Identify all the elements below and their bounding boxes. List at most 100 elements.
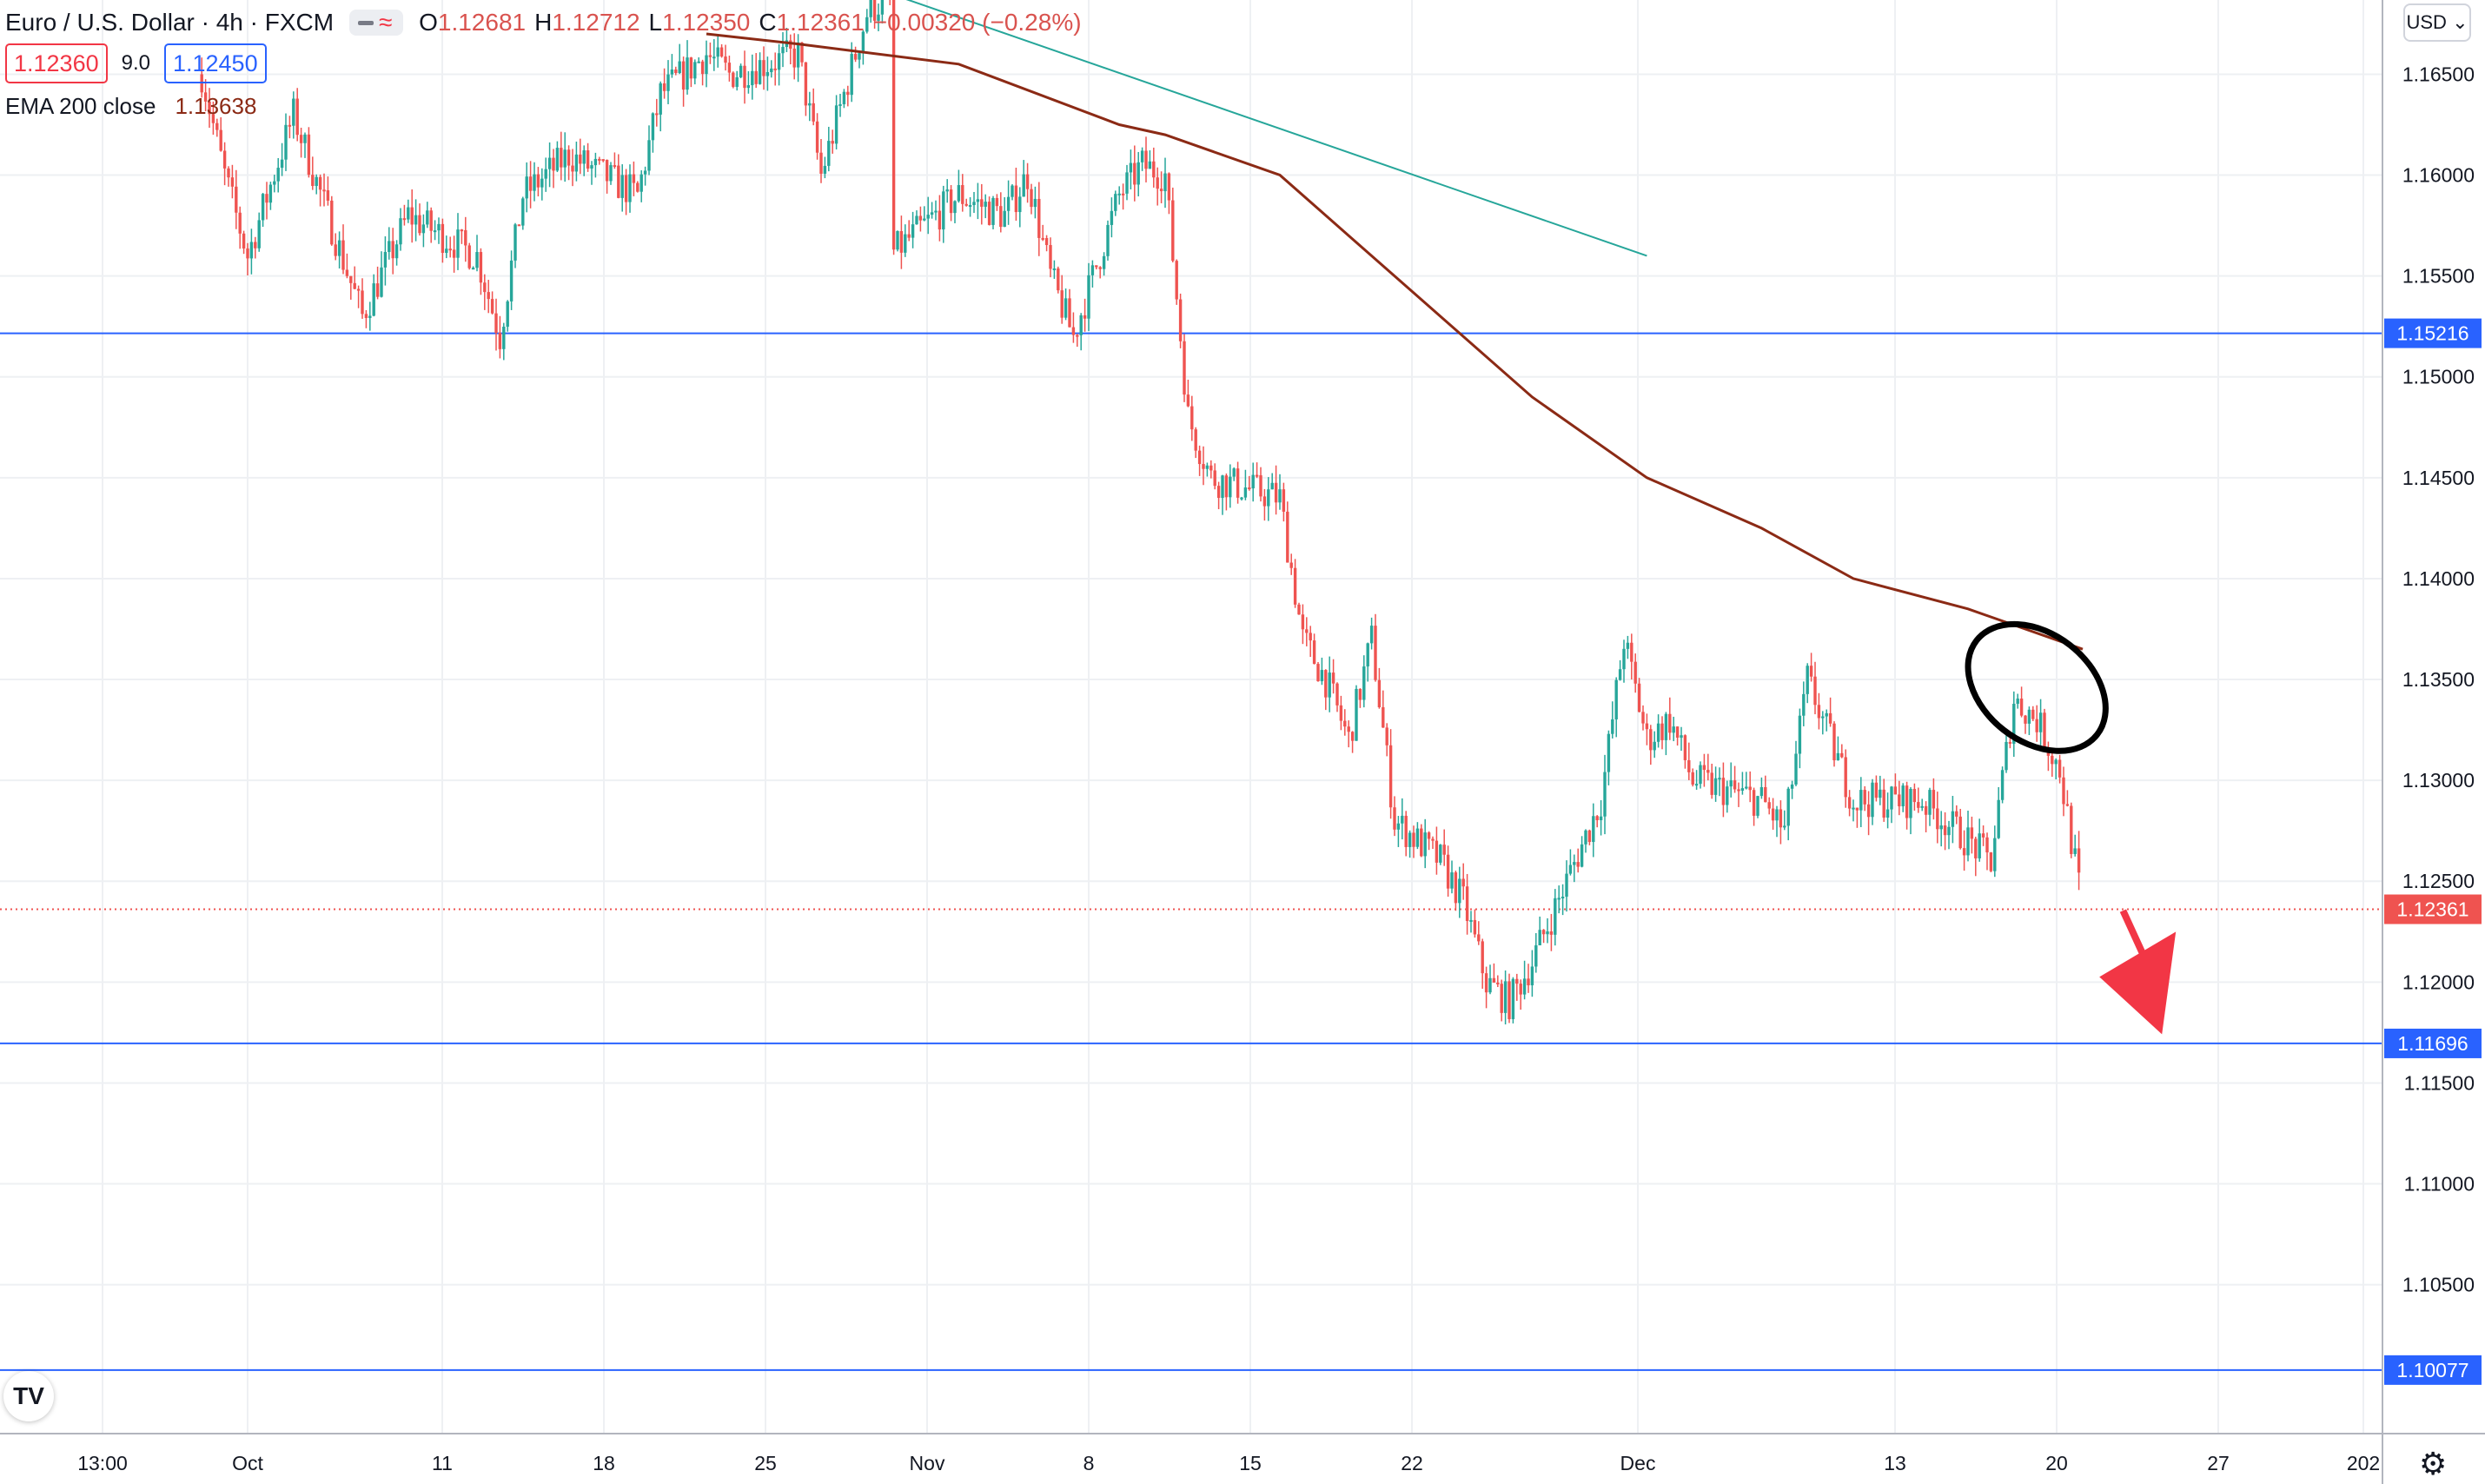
candle-body: [268, 184, 273, 203]
price-label-box: [2384, 1028, 2482, 1058]
candle-body: [2062, 777, 2065, 805]
open-value: 1.12681: [437, 9, 527, 36]
candle-body: [639, 174, 643, 192]
candle-body: [1683, 735, 1687, 760]
annotations[interactable]: [1944, 598, 2177, 1035]
candle-body: [1981, 833, 1985, 838]
candle-body: [1267, 489, 1270, 507]
horizontal-lines[interactable]: [0, 332, 2382, 1371]
candle-body: [659, 83, 662, 115]
candle-body: [1439, 845, 1442, 863]
candle-body: [2035, 719, 2038, 732]
candle-body: [517, 224, 521, 227]
highlight-ellipse[interactable]: [1944, 598, 2130, 777]
candle-body: [1236, 468, 1240, 498]
candle-body: [666, 74, 670, 91]
candle-body: [1653, 741, 1656, 751]
time-tick-label: Dec: [1620, 1452, 1656, 1474]
candle-body: [613, 165, 617, 168]
candle-body: [705, 55, 708, 75]
candle-body: [1320, 670, 1324, 682]
candle-body: [1209, 465, 1213, 471]
candle-body: [1541, 930, 1546, 935]
candle-body: [1947, 826, 1951, 836]
candle-body: [891, 0, 896, 250]
arrow-head[interactable]: [2099, 931, 2177, 1035]
candle-body: [1401, 815, 1404, 824]
candle-body: [487, 292, 490, 300]
candle-body: [1396, 823, 1401, 830]
price-tick-label: 1.14000: [2402, 567, 2475, 590]
candle-body: [819, 152, 823, 174]
currency-selector[interactable]: USD ⌄: [2403, 3, 2471, 42]
tradingview-logo[interactable]: TV: [3, 1371, 54, 1421]
candle-body: [1966, 827, 1970, 856]
candle-body: [1847, 797, 1852, 809]
candle-body: [1576, 862, 1580, 867]
candle-body: [1694, 784, 1699, 786]
candle-body: [1645, 723, 1649, 730]
candle-body: [781, 47, 785, 54]
candle-body: [846, 91, 850, 96]
gear-icon[interactable]: ⚙: [2419, 1446, 2448, 1481]
price-axis[interactable]: 1.16500 1.16000 1.15500 1.15000 1.14500 1.140…: [2402, 63, 2475, 1295]
candle-body: [1691, 772, 1694, 785]
candle-body: [831, 141, 834, 144]
candle-body: [1522, 978, 1527, 995]
candle-body: [2016, 699, 2019, 705]
time-axis[interactable]: 13:00 Oct 11 18 25 Nov 8 15 22 Dec 13 20 27 202: [77, 1452, 2380, 1474]
candle-body: [765, 72, 770, 76]
candle-body: [456, 229, 460, 258]
candle-body: [678, 61, 681, 74]
candle-body: [605, 159, 609, 182]
candle-body: [208, 101, 211, 115]
candle-body: [2070, 805, 2073, 854]
candle-body: [907, 234, 911, 238]
candle-body: [1068, 298, 1071, 328]
candle-body: [2077, 848, 2081, 873]
candles: [200, 0, 2081, 1025]
candle-body: [1140, 150, 1144, 162]
candle-body: [574, 154, 579, 172]
candle-body: [1412, 832, 1415, 847]
candle-body: [697, 61, 700, 63]
sell-button[interactable]: 1.12360: [5, 43, 108, 83]
candle-body: [964, 203, 968, 206]
candle-body: [1171, 200, 1175, 262]
candle-body: [1102, 255, 1106, 269]
ema-200-line: [706, 32, 2084, 651]
candle-body: [1866, 804, 1871, 818]
ema-legend-row[interactable]: EMA 200 close 1.13638: [5, 90, 1082, 122]
ema-value: 1.13638: [175, 93, 257, 119]
candle-body: [479, 252, 483, 283]
time-tick-label: 22: [1401, 1452, 1423, 1474]
candle-body: [632, 174, 636, 183]
candle-body: [1879, 789, 1882, 798]
candle-body: [1863, 790, 1866, 805]
trendline[interactable]: [890, 0, 1647, 257]
candle-body: [230, 177, 235, 187]
candle-body: [1844, 757, 1847, 798]
close-label: C: [759, 9, 777, 36]
visibility-toggle[interactable]: ≈: [349, 9, 404, 36]
candle-body: [441, 223, 445, 254]
buy-button[interactable]: 1.12450: [163, 43, 267, 83]
price-label-box: [2384, 1355, 2482, 1385]
candle-body: [609, 165, 613, 182]
candle-body: [1508, 981, 1511, 1019]
candle-body: [536, 174, 540, 188]
candle-body: [1656, 723, 1660, 742]
time-tick-label: 25: [754, 1452, 777, 1474]
candle-body: [1133, 162, 1136, 185]
symbol-title[interactable]: Euro / U.S. Dollar · 4h · FXCM: [5, 9, 335, 36]
candle-body: [1420, 828, 1423, 857]
candle-body: [1786, 788, 1790, 826]
candle-body: [877, 14, 880, 21]
candle-body: [1630, 642, 1633, 662]
candle-body: [1079, 315, 1083, 335]
candle-body: [1928, 790, 1932, 815]
candle-body: [445, 248, 448, 254]
trendline-layer[interactable]: [890, 0, 1647, 257]
candle-body: [1458, 878, 1461, 904]
